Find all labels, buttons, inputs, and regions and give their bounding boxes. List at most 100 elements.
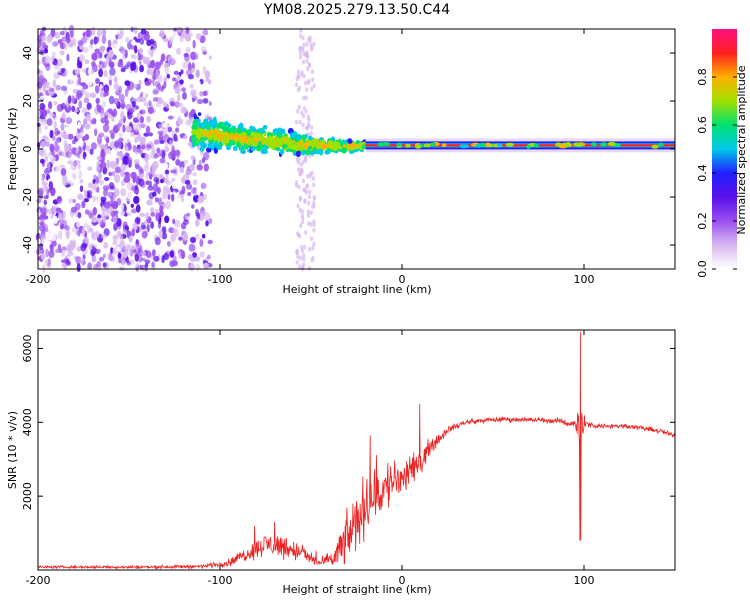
spectrogram-noise-blob <box>48 154 54 160</box>
spectrogram-noise-blob <box>297 232 301 238</box>
spectrogram-x-label: Height of straight line (km) <box>282 283 431 296</box>
spectrogram-noise-blob <box>96 155 102 161</box>
spectrogram-noise-blob <box>84 189 88 198</box>
spectrogram-noise-blob <box>148 68 154 76</box>
spectrogram-signal-blob <box>298 140 303 146</box>
spectrogram-noise-blob <box>129 249 134 257</box>
spectrogram-noise-blob <box>61 248 66 257</box>
spectrogram-noise-blob <box>305 173 310 179</box>
spectrogram-noise-blob <box>74 68 81 75</box>
spectrogram-noise-blob <box>302 42 306 48</box>
snr-x-tick-label: 0 <box>399 574 406 587</box>
spectrogram-noise-blob <box>67 133 74 140</box>
spectrogram-noise-blob <box>178 236 183 241</box>
spectrogram-noise-blob <box>127 112 133 120</box>
spectrogram-noise-blob <box>41 248 45 255</box>
spectrogram-noise-blob <box>150 212 156 217</box>
spectrogram-noise-blob <box>151 59 155 66</box>
spectrogram-noise-blob <box>60 123 65 131</box>
spectrogram-noise-blob <box>143 33 150 42</box>
spectrogram-signal-blob <box>204 122 209 127</box>
spectrogram-noise-blob <box>203 163 209 172</box>
spectrogram-noise-blob <box>50 55 55 63</box>
spectrogram-noise-blob <box>80 243 87 252</box>
spectrogram-noise-blob <box>191 93 197 99</box>
spectrogram-noise-blob <box>115 26 120 35</box>
spectrogram-noise-blob <box>144 152 148 162</box>
spectrogram-noise-blob <box>108 171 113 177</box>
spectrogram-noise-blob <box>161 163 169 169</box>
spectrogram-noise-blob <box>304 95 308 101</box>
spectrogram-noise-blob <box>61 112 67 120</box>
spectrogram-noise-blob <box>168 30 175 39</box>
spectrogram-signal-blob <box>226 146 231 151</box>
spectrogram-noise-blob <box>63 41 68 51</box>
spectrogram-noise-blob <box>312 41 316 47</box>
spectrogram-noise-blob <box>124 171 130 176</box>
spectrogram-noise-blob <box>307 122 311 127</box>
spectrogram-noise-blob <box>66 53 70 62</box>
spectrogram-noise-blob <box>39 158 45 164</box>
spectrogram-noise-blob <box>188 243 195 252</box>
spectrogram-noise-blob <box>197 212 201 220</box>
spectrogram-noise-blob <box>307 194 311 200</box>
spectrogram-signal-blob <box>250 141 254 146</box>
spectrogram-noise-blob <box>61 263 67 268</box>
spectrogram-noise-blob <box>60 85 68 92</box>
spectrogram-noise-blob <box>122 155 130 165</box>
spectrogram-noise-blob <box>92 207 97 216</box>
spectrogram-noise-blob <box>97 196 102 205</box>
spectrogram-noise-blob <box>141 251 147 257</box>
spectrogram-noise-blob <box>40 234 47 241</box>
spectrogram-noise-blob <box>99 179 105 186</box>
spectrogram-noise-blob <box>304 230 308 235</box>
spectrogram-noise-blob <box>85 29 91 38</box>
spectrogram-noise-blob <box>107 39 112 48</box>
spectrogram-noise-blob <box>102 215 107 224</box>
spectrogram-noise-blob <box>310 125 314 130</box>
spectrogram-noise-blob <box>202 66 207 74</box>
spectrogram-noise-blob <box>66 101 70 109</box>
spectrogram-noise-blob <box>100 117 107 124</box>
spectrogram-noise-blob <box>42 36 47 42</box>
spectrogram-noise-blob <box>154 208 160 214</box>
tone-blob <box>441 143 447 148</box>
tone-blob <box>481 142 486 147</box>
spectrogram-noise-blob <box>94 38 99 44</box>
spectrogram-noise-blob <box>59 50 65 56</box>
spectrogram-noise-blob <box>51 150 56 157</box>
spectrogram-noise-blob <box>79 185 84 193</box>
spectrogram-noise-blob <box>306 209 310 215</box>
spectrogram-noise-blob <box>181 176 186 184</box>
spectrogram-signal-blob <box>324 149 331 155</box>
spectrogram-noise-blob <box>311 77 315 82</box>
spectrogram-noise-blob <box>304 156 308 162</box>
spectrogram-noise-blob <box>122 229 128 235</box>
spectrogram-noise-blob <box>183 52 189 58</box>
spectrogram-noise-blob <box>301 215 305 221</box>
spectrogram-noise-blob <box>55 248 60 254</box>
spectrogram-noise-blob <box>199 91 204 97</box>
spectrogram-noise-blob <box>299 223 303 228</box>
spectrogram-noise-blob <box>72 199 76 203</box>
spectrogram-noise-blob <box>64 104 72 113</box>
spectrogram-noise-blob <box>79 61 83 69</box>
spectrogram-noise-blob <box>130 54 135 59</box>
spectrogram-noise-blob <box>68 75 72 84</box>
spectrogram-noise-blob <box>169 101 175 107</box>
spectrogram-noise-blob <box>41 207 47 216</box>
spectrogram-noise-blob <box>176 47 181 55</box>
spectrogram-signal-blob <box>197 112 202 116</box>
spectrogram-noise-blob <box>116 122 123 128</box>
spectrogram-noise-blob <box>124 64 130 70</box>
spectrogram-noise-blob <box>47 257 51 266</box>
spectrogram-noise-blob <box>52 215 58 224</box>
spectrogram-noise-blob <box>139 38 145 45</box>
spectrogram-noise-blob <box>200 182 207 190</box>
spectrogram-noise-blob <box>58 151 63 156</box>
spectrogram-noise-blob <box>307 246 312 252</box>
spectrogram-noise-blob <box>167 193 171 200</box>
spectrogram-noise-blob <box>62 94 67 103</box>
spectrogram-signal-blob <box>276 133 283 138</box>
spectrogram-noise-blob <box>104 146 110 155</box>
